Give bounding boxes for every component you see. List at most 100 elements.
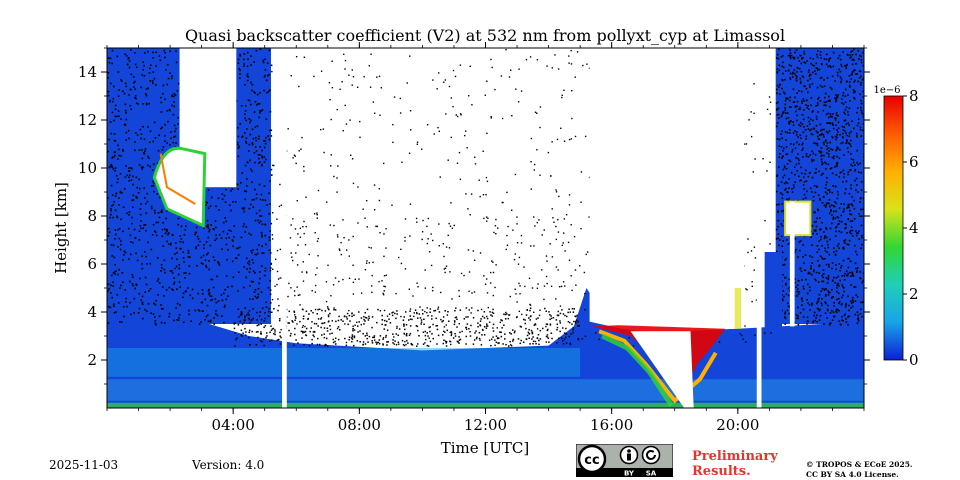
noise-speck [858,70,861,73]
noise-speck [442,330,445,332]
noise-speck [116,215,118,218]
noise-speck [128,170,131,172]
noise-speck [207,290,210,292]
noise-speck [850,56,852,58]
noise-speck [244,327,246,330]
noise-speck [208,291,211,294]
noise-speck [491,260,493,262]
noise-speck [362,208,364,210]
noise-speck [820,302,823,304]
noise-speck [135,283,138,285]
noise-speck [838,220,841,222]
noise-speck [216,314,219,317]
noise-speck [258,116,261,119]
noise-speck [467,95,470,97]
noise-speck [334,343,337,345]
noise-speck [545,335,548,338]
noise-speck [535,342,537,345]
x-tick-label: 16:00 [590,416,633,434]
noise-speck [111,157,114,159]
noise-speck [250,234,252,236]
noise-speck [766,170,768,172]
noise-speck [194,309,197,312]
noise-speck [469,335,472,337]
noise-speck [372,336,374,339]
noise-speck [559,312,562,315]
noise-speck [119,190,122,193]
noise-speck [486,325,489,327]
noise-speck [109,121,112,123]
noise-speck [348,239,350,241]
noise-speck [143,52,146,54]
noise-speck [812,195,815,198]
noise-speck [477,322,479,324]
noise-speck [860,59,863,61]
noise-speck [572,327,575,329]
noise-speck [129,174,131,177]
noise-speck [107,72,110,74]
noise-speck [847,206,850,208]
noise-speck [836,136,838,139]
noise-speck [465,193,467,195]
noise-speck [175,247,178,249]
noise-speck [248,118,251,120]
noise-speck [294,294,296,297]
noise-speck [798,67,801,70]
noise-speck [775,102,778,105]
noise-speck [849,229,852,232]
noise-speck [536,221,539,224]
noise-speck [242,225,245,228]
noise-speck [787,70,790,72]
noise-speck [825,168,827,170]
noise-speck [563,281,565,283]
noise-speck [305,196,307,198]
noise-speck [178,314,181,316]
noise-speck [850,153,852,155]
noise-speck [854,90,856,93]
noise-speck [486,80,488,82]
noise-speck [110,292,112,294]
noise-speck [805,155,808,158]
noise-speck [303,331,306,333]
noise-speck [842,211,845,213]
noise-speck [116,294,119,296]
noise-speck [818,138,821,140]
noise-speck [843,119,846,122]
noise-speck [473,259,476,262]
noise-speck [787,97,789,100]
noise-speck [158,282,161,284]
noise-speck [249,159,251,162]
noise-speck [269,289,272,291]
noise-speck [836,96,838,99]
noise-speck [555,191,558,193]
noise-speck [264,58,266,61]
noise-speck [788,187,790,190]
noise-speck [124,251,127,254]
noise-speck [857,318,860,320]
noise-speck [301,271,303,273]
noise-speck [862,208,864,211]
noise-speck [259,92,261,94]
noise-speck [267,315,270,317]
noise-speck [806,323,808,325]
noise-speck [816,217,818,220]
noise-speck [794,147,797,150]
noise-speck [832,184,834,187]
noise-speck [806,190,808,193]
noise-speck [505,311,507,314]
noise-speck [269,302,272,304]
noise-speck [465,326,468,329]
noise-speck [539,309,541,312]
noise-speck [278,319,281,322]
noise-speck [287,128,289,130]
noise-speck [444,271,446,274]
noise-speck [492,261,494,263]
noise-speck [220,294,223,296]
noise-speck [851,54,854,56]
noise-speck [825,293,827,296]
noise-speck [804,169,807,172]
noise-speck [790,54,793,57]
noise-speck [815,317,817,319]
noise-speck [557,68,560,70]
noise-speck [465,343,467,345]
